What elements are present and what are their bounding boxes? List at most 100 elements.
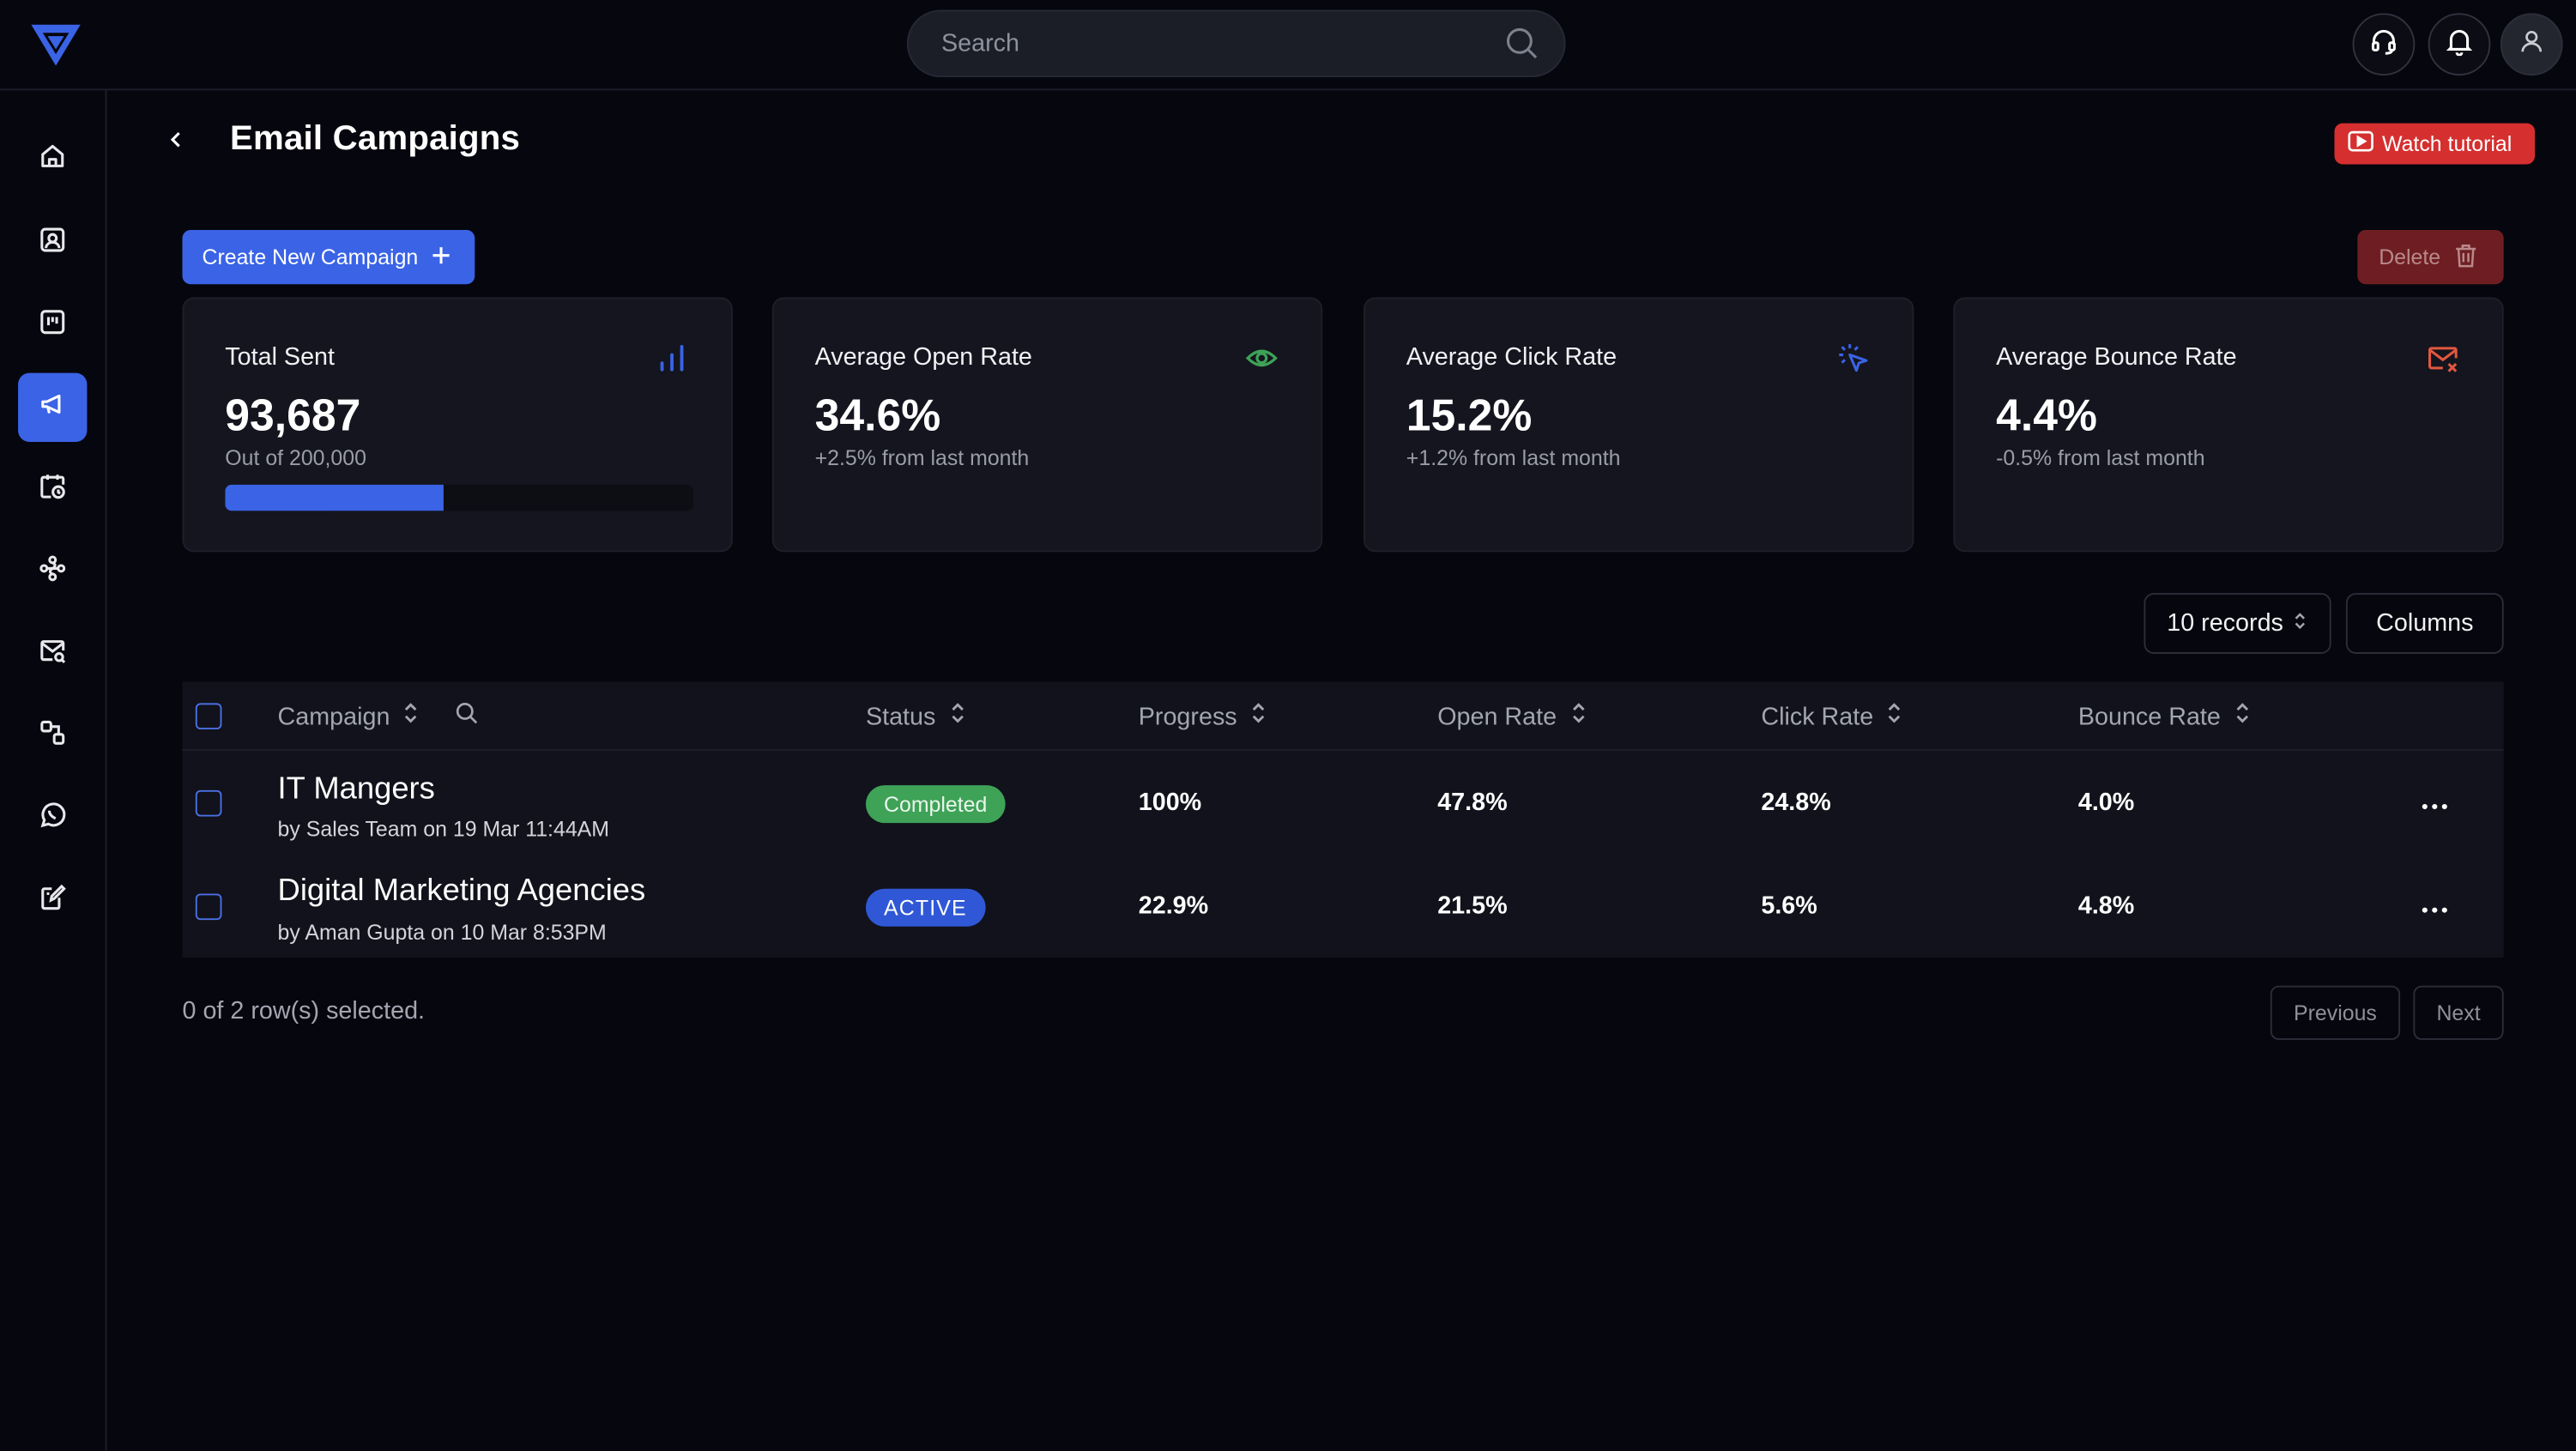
top-bar <box>0 0 2576 91</box>
sidebar-item-campaigns[interactable] <box>18 372 88 443</box>
sidebar-item-notes[interactable] <box>18 866 87 934</box>
campaign-name[interactable]: IT Mangers <box>277 771 435 807</box>
columns-button[interactable]: Columns <box>2345 593 2504 654</box>
column-header-click-rate[interactable]: Click Rate <box>1761 682 1902 751</box>
column-header-status[interactable]: Status <box>866 682 965 751</box>
whatsapp-icon <box>38 799 67 837</box>
eye-icon <box>1245 342 1278 374</box>
mail-search-icon <box>38 635 67 673</box>
sort-icon <box>403 701 420 730</box>
sidebar-item-board[interactable] <box>18 291 87 360</box>
stat-subtitle: +2.5% from last month <box>814 444 1030 470</box>
row-actions-button[interactable] <box>2416 889 2452 925</box>
watch-tutorial-label: Watch tutorial <box>2382 131 2513 156</box>
stat-value: 4.4% <box>1996 390 2097 441</box>
workflow-icon <box>38 553 67 590</box>
progress-value: 22.9% <box>1138 892 1209 921</box>
stat-card-total-sent: Total Sent 93,687 Out of 200,000 <box>182 297 733 553</box>
campaign-meta: by Sales Team on 19 Mar 11:44AM <box>277 816 610 842</box>
shapes-icon <box>38 717 67 755</box>
sidebar-item-whatsapp[interactable] <box>18 783 87 852</box>
sort-icon <box>1887 701 1903 730</box>
sent-progress-fill <box>225 484 444 511</box>
next-page-button[interactable]: Next <box>2413 985 2504 1040</box>
table-row[interactable]: Digital Marketing Agencies by Aman Gupta… <box>183 855 2504 958</box>
sidebar-item-email-search[interactable] <box>18 620 87 688</box>
bounce-rate-value: 4.8% <box>2077 892 2135 921</box>
columns-label: Columns <box>2376 609 2474 638</box>
select-all-checkbox[interactable] <box>195 703 222 730</box>
sidebar-item-integrations[interactable] <box>18 701 87 770</box>
sort-icon <box>949 701 965 730</box>
search-bar <box>906 9 1566 77</box>
header-label: Bounce Rate <box>2077 702 2221 730</box>
stat-title: Average Open Rate <box>814 343 1032 372</box>
records-per-page-select[interactable]: 10 records <box>2144 593 2331 654</box>
delete-button[interactable]: Delete <box>2357 230 2504 285</box>
more-horizontal-icon <box>2422 789 2448 818</box>
table-row[interactable]: IT Mangers by Sales Team on 19 Mar 11:44… <box>183 753 2504 856</box>
sidebar-item-workflows[interactable] <box>18 537 87 606</box>
stat-card-open-rate: Average Open Rate 34.6% +2.5% from last … <box>771 297 1323 553</box>
megaphone-icon <box>38 389 67 426</box>
bell-icon <box>2445 26 2474 63</box>
notifications-button[interactable] <box>2428 13 2491 76</box>
watch-tutorial-button[interactable]: Watch tutorial <box>2334 123 2536 165</box>
records-label: 10 records <box>2167 609 2283 638</box>
click-rate-value: 5.6% <box>1761 892 1817 921</box>
row-checkbox[interactable] <box>195 893 222 921</box>
stat-card-bounce-rate: Average Bounce Rate 4.4% -0.5% from last… <box>1953 297 2504 553</box>
trash-icon <box>2453 242 2476 271</box>
create-campaign-button[interactable]: Create New Campaign <box>182 230 475 285</box>
sidebar-item-home[interactable] <box>18 125 87 194</box>
edit-note-icon <box>38 881 67 919</box>
column-header-campaign[interactable]: Campaign <box>278 682 479 751</box>
column-header-progress[interactable]: Progress <box>1139 682 1267 751</box>
status-badge: ACTIVE <box>865 888 985 927</box>
open-rate-value: 21.5% <box>1437 892 1508 921</box>
stat-title: Average Bounce Rate <box>1996 343 2237 372</box>
header-label: Progress <box>1138 702 1237 730</box>
header-label: Status <box>865 702 936 730</box>
sent-progress-bar <box>225 484 693 511</box>
chevron-left-icon <box>166 128 185 157</box>
calendar-clock-icon <box>38 471 67 509</box>
sidebar-item-schedule[interactable] <box>18 455 87 523</box>
avatar[interactable] <box>2500 13 2563 76</box>
sidebar <box>0 90 107 1451</box>
campaign-meta: by Aman Gupta on 10 Mar 8:53PM <box>277 920 607 945</box>
search-icon[interactable] <box>1505 27 1538 59</box>
board-icon <box>38 306 67 344</box>
headset-icon <box>2369 26 2398 63</box>
stat-value: 93,687 <box>225 390 361 441</box>
sort-icon <box>1569 701 1586 730</box>
column-search-icon[interactable] <box>456 701 479 730</box>
delete-label: Delete <box>2379 245 2441 269</box>
stat-value: 34.6% <box>814 390 941 441</box>
search-input[interactable] <box>941 11 1484 76</box>
back-button[interactable] <box>158 125 194 161</box>
campaign-name[interactable]: Digital Marketing Agencies <box>277 874 646 909</box>
header-label: Click Rate <box>1761 702 1874 730</box>
logo-icon[interactable] <box>29 21 82 68</box>
contact-icon <box>38 224 67 262</box>
row-checkbox[interactable] <box>195 789 222 817</box>
column-header-open-rate[interactable]: Open Rate <box>1437 682 1586 751</box>
sidebar-item-contacts[interactable] <box>18 209 87 277</box>
stat-card-click-rate: Average Click Rate 15.2% +1.2% from last… <box>1364 297 1914 553</box>
stat-subtitle: Out of 200,000 <box>225 444 366 470</box>
progress-value: 100% <box>1138 788 1202 817</box>
next-label: Next <box>2436 1000 2481 1025</box>
plus-icon <box>432 245 450 269</box>
create-campaign-label: Create New Campaign <box>202 245 419 269</box>
column-header-bounce-rate[interactable]: Bounce Rate <box>2078 682 2251 751</box>
row-actions-button[interactable] <box>2416 785 2452 821</box>
support-button[interactable] <box>2352 13 2416 76</box>
table-header: Campaign Status Progress Open Rate <box>182 682 2504 751</box>
previous-page-button[interactable]: Previous <box>2270 985 2401 1040</box>
mail-x-icon <box>2427 342 2459 374</box>
stat-subtitle: +1.2% from last month <box>1406 444 1621 470</box>
cursor-click-icon <box>1836 342 1869 374</box>
sort-icon <box>1250 701 1267 730</box>
